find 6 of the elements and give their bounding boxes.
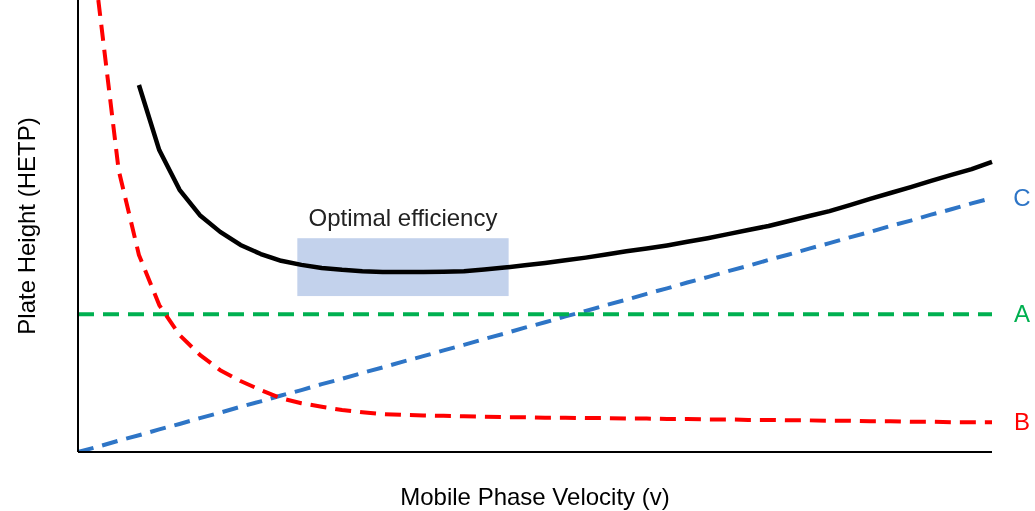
series-label: A [1013,300,1031,328]
annotation: Optimal efficiency [308,204,498,232]
y-axis-title: Plate Height (HETP) [12,117,40,335]
x-axis-title: Mobile Phase Velocity (v) [400,483,670,510]
series-label: C [1013,183,1031,211]
series-label: B [1013,408,1031,436]
